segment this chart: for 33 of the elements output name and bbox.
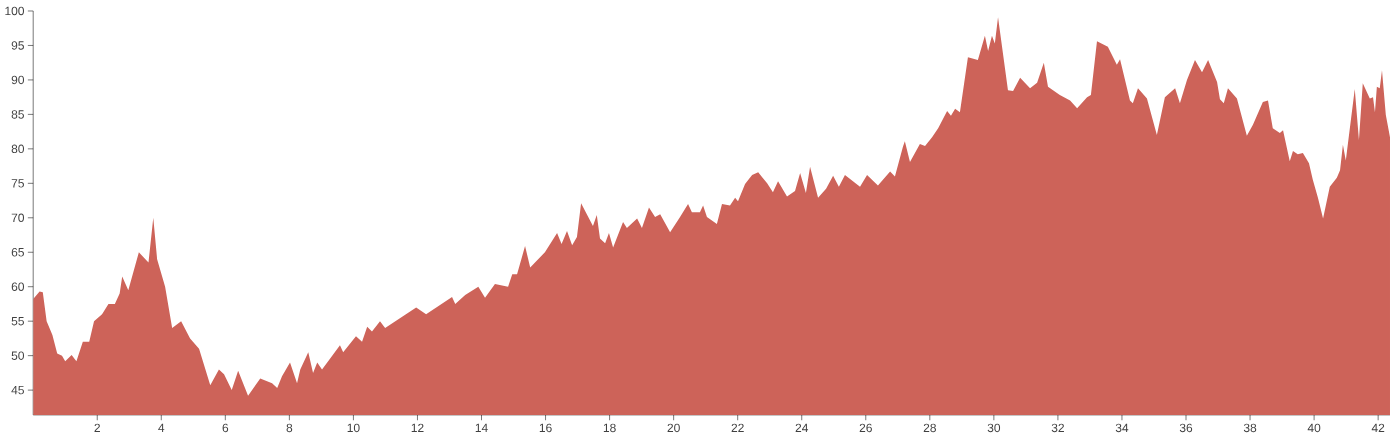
- x-tick-label: 32: [1051, 423, 1064, 433]
- y-tick-label: 85: [11, 110, 24, 119]
- x-tick-label: 26: [859, 423, 872, 433]
- x-tick-label: 10: [347, 423, 360, 433]
- x-tick-label: 40: [1307, 423, 1321, 433]
- x-tick-label: 20: [667, 423, 680, 433]
- x-tick-label: 22: [731, 423, 744, 433]
- y-tick-label: 80: [11, 144, 25, 154]
- x-tick-label: 8: [286, 423, 293, 433]
- x-tick-label: 4: [158, 423, 165, 433]
- x-tick-label: 24: [795, 423, 809, 433]
- y-tick-label: 75: [11, 179, 24, 188]
- x-tick-label: 36: [1179, 423, 1193, 433]
- x-tick-label: 42: [1371, 423, 1385, 433]
- y-tick-label: 70: [11, 213, 25, 223]
- y-tick-label: 50: [11, 351, 25, 361]
- x-tick-label: 38: [1243, 423, 1257, 433]
- x-tick-label: 6: [222, 423, 229, 433]
- x-tick-label: 12: [411, 423, 424, 433]
- y-tick-label: 55: [11, 317, 24, 326]
- y-tick-label: 60: [11, 282, 25, 292]
- x-tick-label: 28: [923, 423, 936, 433]
- x-tick-label: 30: [987, 423, 1001, 433]
- y-tick-label: 90: [11, 75, 25, 85]
- x-tick-label: 14: [475, 423, 488, 433]
- y-tick-label: 65: [11, 248, 24, 257]
- x-tick-label: 34: [1115, 423, 1129, 433]
- y-tick-label: 45: [11, 386, 24, 395]
- y-tick-label: 100: [5, 6, 25, 16]
- y-tick-label: 95: [11, 41, 24, 50]
- x-tick-label: 2: [94, 423, 100, 433]
- x-tick-label: 18: [603, 423, 616, 433]
- x-tick-label: 16: [539, 423, 552, 433]
